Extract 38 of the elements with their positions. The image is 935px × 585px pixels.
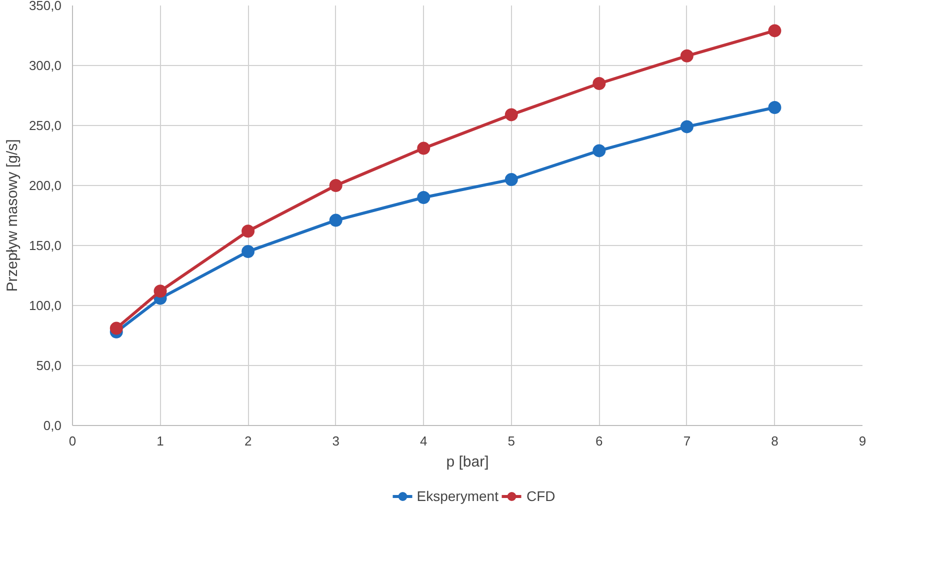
x-tick-label: 8 [771,434,778,448]
point [242,245,255,258]
x-tick-label: 7 [683,434,691,448]
legend-label: Eksperyment [416,488,498,504]
x-tick-label: 0 [68,434,76,448]
x-tick-label: 3 [332,434,340,448]
y-tick-label: 350,0 [28,0,62,13]
point [329,214,342,227]
y-tick-label: 50,0 [36,358,62,373]
point [592,144,606,158]
point [680,120,694,134]
x-tick-label: 6 [596,434,603,448]
x-tick-label: 4 [420,434,428,448]
y-tick-label: 0,0 [43,418,62,433]
y-tick-label: 100,0 [28,298,62,313]
y-tick-label: 300,0 [28,58,62,73]
legend-label: CFD [526,488,556,504]
point [504,108,518,122]
x-tick-label: 5 [508,434,516,448]
x-axis-title: p [bar] [446,454,489,470]
point [154,284,167,298]
point [417,191,430,204]
y-axis-title: Przepływ masowy [g/s] [4,139,21,292]
point [242,224,255,238]
x-tick-label: 1 [156,434,164,448]
point [680,49,694,62]
point [592,77,606,90]
x-tick-label: 2 [244,434,252,448]
y-tick-label: 250,0 [28,118,62,133]
y-tick-label: 200,0 [28,178,62,193]
point [504,173,518,186]
point [768,24,782,38]
point [110,322,123,335]
point [417,142,430,155]
point [768,101,782,114]
y-tick-label: 150,0 [28,238,62,253]
point [329,179,342,192]
x-tick-label: 9 [858,434,866,448]
